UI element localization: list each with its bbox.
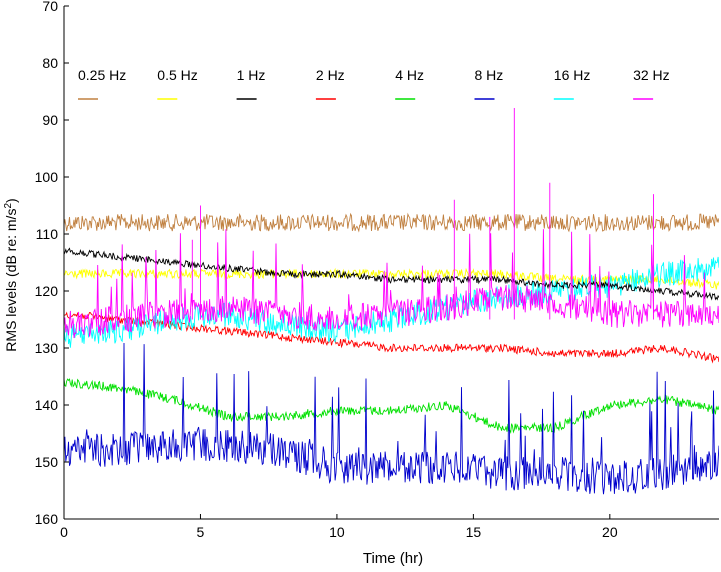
series-line-0-25-Hz	[64, 212, 719, 233]
y-axis-label-sup: 2	[3, 203, 14, 209]
plot-lines	[64, 102, 719, 495]
y-axis-label-tail: )	[3, 198, 19, 203]
y-tick-label: 110	[36, 226, 59, 242]
y-axis-label-main: RMS levels (dB re: m/s	[3, 209, 19, 352]
series-line-0-5-Hz	[64, 267, 719, 290]
legend-background	[631, 64, 692, 108]
legend-background	[551, 64, 612, 108]
series-line-4-Hz	[64, 378, 719, 434]
y-tick-label: 100	[35, 169, 59, 185]
series-line-32-Hz	[64, 102, 719, 339]
legend-label: 2 Hz	[316, 67, 345, 83]
y-tick-label: 120	[35, 283, 59, 299]
legend-background	[234, 64, 295, 108]
y-tick-label: 160	[35, 511, 59, 527]
legend-background	[313, 64, 374, 108]
legend-background	[472, 64, 533, 108]
legend-label: 4 Hz	[395, 67, 424, 83]
legend-background	[76, 64, 136, 108]
series-line-2-Hz	[64, 311, 719, 364]
x-tick-label: 5	[197, 524, 205, 540]
x-axis-label: Time (hr)	[363, 550, 423, 567]
legend: 0.25 Hz 0.5 Hz 1 Hz 2 Hz 4 Hz 8 Hz 16 Hz 32 Hz	[76, 64, 692, 108]
legend-label: 0.25 Hz	[78, 67, 126, 83]
y-tick-label: 90	[42, 112, 58, 128]
legend-label: 32 Hz	[633, 67, 670, 83]
legend-label: 1 Hz	[237, 67, 266, 83]
series-line-16-Hz	[64, 256, 719, 348]
legend-label: 8 Hz	[475, 67, 504, 83]
legend-label: 0.5 Hz	[157, 67, 197, 83]
legend-label: 16 Hz	[554, 67, 591, 83]
series-line-8-Hz	[64, 342, 719, 495]
y-tick-label: 140	[35, 397, 59, 413]
x-tick-label: 10	[329, 524, 345, 540]
legend-background	[393, 64, 454, 108]
y-tick-label: 80	[42, 55, 58, 71]
x-tick-label: 15	[466, 524, 482, 540]
y-tick-label: 150	[35, 454, 59, 470]
x-tick-label: 0	[60, 524, 68, 540]
y-axis-label: RMS levels (dB re: m/s2)	[3, 198, 19, 351]
series-line-1-Hz	[64, 247, 719, 301]
y-tick-label: 70	[42, 0, 58, 14]
y-tick-label: 130	[35, 340, 59, 356]
x-tick-label: 20	[602, 524, 618, 540]
legend-background	[155, 64, 216, 108]
